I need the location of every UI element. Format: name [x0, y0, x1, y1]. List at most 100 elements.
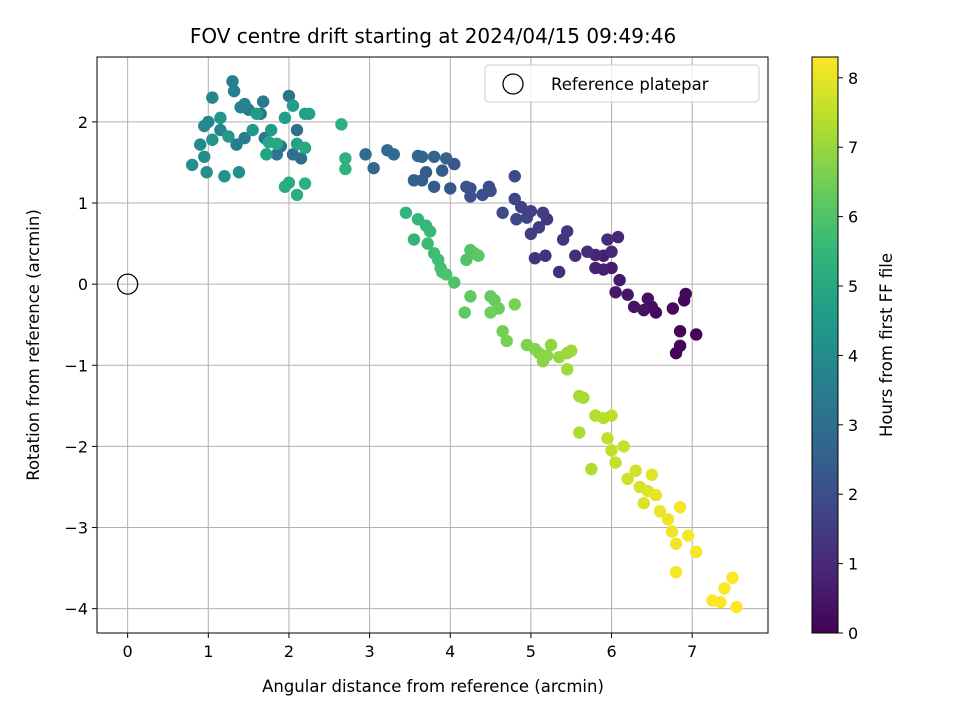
data-point	[520, 211, 534, 224]
data-point	[665, 525, 679, 538]
data-point	[265, 123, 278, 137]
x-tick-label: 0	[123, 642, 133, 661]
data-point	[714, 595, 727, 609]
colorbar-tick-label: 6	[848, 208, 858, 227]
data-point	[661, 513, 675, 526]
data-point	[435, 164, 449, 177]
data-point	[679, 287, 692, 301]
colorbar-tick-label: 3	[848, 416, 858, 435]
y-axis-label: Rotation from reference (arcmin)	[24, 209, 43, 481]
data-point	[298, 141, 312, 155]
data-point	[669, 537, 683, 550]
data-point	[399, 206, 413, 219]
colorbar-tick-label: 4	[848, 346, 858, 365]
data-point	[690, 328, 703, 341]
data-point	[222, 130, 235, 143]
data-point	[339, 162, 352, 176]
data-point	[278, 111, 292, 125]
data-point	[246, 123, 259, 137]
data-point	[381, 144, 394, 157]
y-tick-label: −2	[64, 437, 88, 456]
data-point	[536, 206, 550, 219]
data-point	[250, 107, 263, 120]
x-tick-label: 2	[284, 642, 294, 661]
data-point	[458, 306, 471, 319]
data-point	[544, 338, 558, 352]
data-point	[673, 501, 687, 514]
data-point	[298, 177, 312, 190]
data-point	[621, 472, 634, 486]
data-point	[460, 180, 473, 194]
data-point	[585, 462, 598, 476]
data-point	[540, 349, 554, 362]
y-tick-label: 1	[78, 194, 88, 213]
colorbar-tick-label: 0	[848, 624, 858, 643]
data-point	[256, 95, 270, 108]
data-point	[282, 89, 296, 103]
data-point	[290, 123, 304, 137]
legend: Reference platepar	[484, 64, 760, 103]
data-point	[226, 75, 239, 88]
data-point	[440, 152, 453, 165]
data-point	[645, 468, 659, 482]
colorbar: 0 1 2 3 4 5 6 7 8 Hours from first FF file	[811, 56, 896, 643]
data-point	[472, 249, 485, 262]
data-point	[500, 334, 513, 348]
data-point	[609, 286, 622, 299]
x-tick-label: 5	[526, 642, 536, 661]
data-point	[690, 545, 703, 559]
data-point	[206, 91, 219, 104]
data-point	[673, 339, 687, 353]
data-point	[718, 582, 731, 595]
data-point	[560, 363, 574, 376]
data-point	[335, 118, 348, 131]
data-point	[198, 150, 211, 163]
data-point	[198, 119, 211, 133]
data-point	[423, 225, 437, 238]
colorbar-tick-label: 8	[848, 69, 858, 88]
data-point	[569, 249, 582, 262]
data-point	[627, 300, 641, 314]
y-tick-label: 0	[78, 275, 88, 294]
data-point	[464, 190, 477, 203]
data-point	[605, 444, 618, 457]
data-point	[227, 84, 241, 98]
data-point	[290, 188, 304, 202]
data-point	[601, 432, 614, 445]
colorbar-tick-label: 1	[848, 555, 858, 574]
data-point	[496, 206, 509, 219]
data-point	[681, 529, 695, 542]
data-point	[601, 233, 614, 246]
data-point	[577, 391, 590, 404]
data-point	[484, 306, 497, 319]
colorbar-tick-label: 7	[848, 138, 858, 157]
data-point	[589, 261, 602, 275]
data-point	[524, 227, 538, 241]
data-point	[528, 251, 542, 265]
x-axis-label: Angular distance from reference (arcmin)	[262, 677, 604, 696]
data-point	[282, 176, 296, 189]
data-point	[605, 245, 618, 258]
data-point	[302, 107, 316, 120]
data-point	[427, 180, 441, 194]
data-point	[286, 99, 300, 112]
data-point	[230, 138, 243, 151]
data-point	[669, 565, 683, 579]
data-point	[666, 302, 680, 315]
data-point	[617, 440, 630, 453]
data-point	[611, 230, 625, 244]
data-point	[476, 188, 489, 202]
data-point	[440, 268, 453, 281]
data-point	[508, 170, 521, 183]
data-point	[206, 133, 219, 146]
data-point	[359, 148, 372, 161]
colorbar-tick-label: 5	[848, 277, 858, 296]
data-point	[270, 148, 284, 161]
reference-platepar-marker	[116, 273, 139, 295]
data-point	[232, 166, 246, 179]
plot-area: 0 1 2 3 4 5 6 7 2 1 0 −1 −2 −3 −4	[64, 56, 769, 661]
data-point	[510, 213, 523, 226]
colorbar-gradient	[811, 56, 839, 634]
